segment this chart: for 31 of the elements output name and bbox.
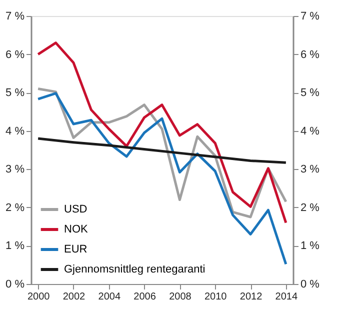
y-tick-label: 1 %: [6, 240, 25, 252]
y2-tick-label: 7 %: [300, 10, 320, 22]
legend-label: Gjennomsnittleg rentegaranti: [64, 264, 206, 276]
y2-tick-label: 2 %: [300, 202, 320, 214]
x-tick-label: 2008: [169, 292, 192, 302]
y-tick-label: 2 %: [6, 202, 25, 214]
legend-label: NOK: [64, 224, 88, 236]
y2-tick-label: 1 %: [300, 240, 320, 252]
legend-label: USD: [64, 204, 88, 216]
legend-label: EUR: [64, 244, 88, 256]
y-tick-label: 3 %: [6, 164, 25, 176]
x-tick-label: 2006: [134, 292, 156, 302]
line-series: [36, 92, 288, 266]
x-tick-label: 2004: [98, 292, 121, 302]
line-series: [36, 137, 288, 164]
x-tick-label: 2000: [27, 292, 50, 302]
x-tick-label: 2012: [240, 292, 263, 302]
y-tick-label: 5 %: [6, 87, 25, 100]
x-tick-label: 2002: [62, 292, 86, 302]
y2-tick-label: 4 %: [300, 125, 320, 138]
y2-tick-label: 3 %: [300, 164, 320, 176]
x-tick-label: 2010: [204, 292, 228, 302]
y2-tick-label: 5 %: [300, 87, 320, 100]
y-tick-label: 7 %: [6, 10, 25, 22]
y-tick-label: 6 %: [6, 48, 25, 61]
line-series: [36, 42, 288, 224]
y-tick-label: 0 %: [6, 278, 25, 290]
x-tick-label: 2014: [275, 292, 298, 302]
y2-tick-label: 6 %: [300, 48, 320, 61]
y-tick-label: 4 %: [6, 125, 25, 138]
y2-tick-label: 0 %: [300, 278, 320, 290]
